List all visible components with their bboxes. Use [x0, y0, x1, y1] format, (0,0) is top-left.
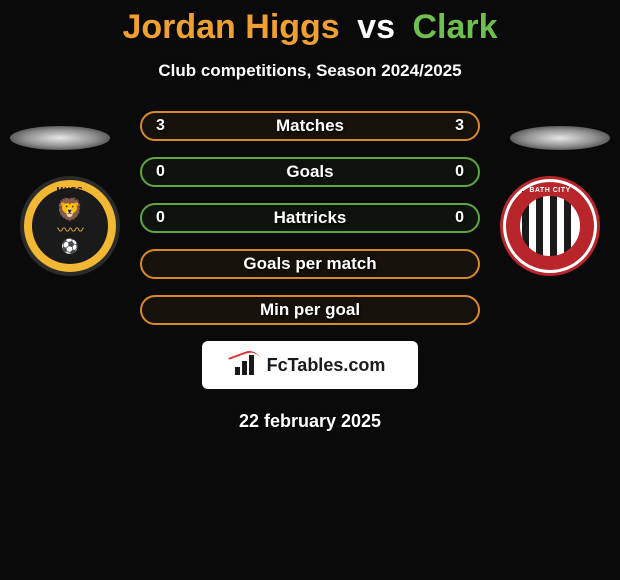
comparison-card: Jordan Higgs vs Clark Club competitions,… — [0, 0, 620, 580]
stat-label: Hattricks — [142, 208, 478, 228]
player2-name: Clark — [412, 8, 497, 46]
stat-row-goals: 0 Goals 0 — [140, 157, 480, 187]
stat-right-value: 0 — [455, 163, 464, 181]
stat-row-hattricks: 0 Hattricks 0 — [140, 203, 480, 233]
stat-label: Min per goal — [142, 300, 478, 320]
subtitle: Club competitions, Season 2024/2025 — [0, 61, 620, 81]
vs-separator: vs — [357, 8, 395, 46]
page-title: Jordan Higgs vs Clark — [0, 8, 620, 47]
player1-name: Jordan Higgs — [122, 8, 339, 46]
stat-row-min-per-goal: Min per goal — [140, 295, 480, 325]
date-label: 22 february 2025 — [0, 411, 620, 432]
stat-left-value: 0 — [156, 163, 165, 181]
stat-label: Matches — [142, 116, 478, 136]
source-logo-box: FcTables.com — [202, 341, 418, 389]
stat-row-matches: 3 Matches 3 — [140, 111, 480, 141]
stat-right-value: 3 — [455, 117, 464, 135]
stat-label: Goals — [142, 162, 478, 182]
stat-label: Goals per match — [142, 254, 478, 274]
chart-icon — [235, 355, 261, 375]
stat-left-value: 3 — [156, 117, 165, 135]
source-logo-text: FcTables.com — [267, 355, 386, 376]
stat-right-value: 0 — [455, 209, 464, 227]
stat-row-goals-per-match: Goals per match — [140, 249, 480, 279]
stats-area: 3 Matches 3 0 Goals 0 0 Hattricks 0 Goal… — [0, 111, 620, 325]
stat-left-value: 0 — [156, 209, 165, 227]
